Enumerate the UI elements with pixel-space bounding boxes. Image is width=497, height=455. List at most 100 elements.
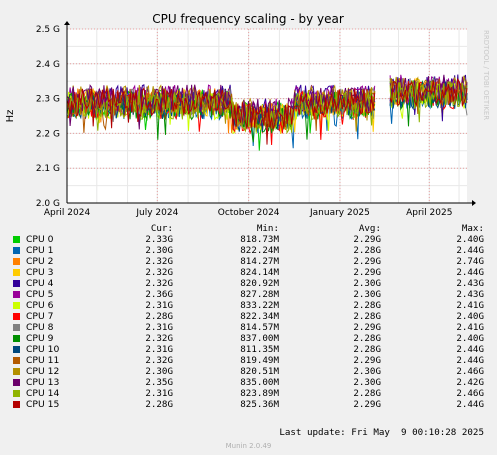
legend-series-name: CPU 5 — [26, 289, 54, 300]
legend-cur: 2.36G — [145, 289, 173, 300]
header-min: Min: — [256, 223, 279, 234]
legend-cur: 2.32G — [145, 355, 173, 366]
header-max: Max: — [461, 223, 484, 234]
legend-avg: 2.28G — [353, 333, 381, 344]
legend-cur: 2.31G — [145, 388, 173, 399]
legend-min: 820.92M — [240, 278, 279, 289]
y-tick-label: 2.3 G — [36, 95, 60, 105]
legend-row: CPU 3 2.32G 824.14M 2.29G 2.44G — [0, 267, 497, 278]
legend-max: 2.42G — [456, 377, 484, 388]
y-axis-label: Hz — [5, 110, 16, 123]
legend-avg: 2.29G — [353, 322, 381, 333]
legend-swatch — [13, 258, 20, 265]
legend-swatch — [13, 335, 20, 342]
legend-series-name: CPU 12 — [26, 366, 60, 377]
legend-cur: 2.32G — [145, 256, 173, 267]
legend-row: CPU 0 2.33G 818.73M 2.29G 2.40G — [0, 234, 497, 245]
legend-cur: 2.31G — [145, 344, 173, 355]
legend-row: CPU 8 2.31G 814.57M 2.29G 2.41G — [0, 322, 497, 333]
legend-series-name: CPU 4 — [26, 278, 54, 289]
legend-row: CPU 15 2.28G 825.36M 2.29G 2.44G — [0, 399, 497, 410]
legend-min: 820.51M — [240, 366, 279, 377]
legend-max: 2.40G — [456, 234, 484, 245]
legend-series-name: CPU 3 — [26, 267, 54, 278]
legend-avg: 2.29G — [353, 234, 381, 245]
legend-min: 833.22M — [240, 300, 279, 311]
legend-cur: 2.30G — [145, 366, 173, 377]
legend-min: 824.14M — [240, 267, 279, 278]
x-tick-label: October 2024 — [218, 208, 280, 218]
y-tick-label: 2.0 G — [36, 199, 60, 209]
x-tick-label: April 2025 — [406, 208, 452, 218]
legend-avg: 2.30G — [353, 377, 381, 388]
y-axis-arrow — [64, 21, 70, 25]
legend-cur: 2.30G — [145, 245, 173, 256]
legend-series-name: CPU 0 — [26, 234, 54, 245]
legend-max: 2.44G — [456, 399, 484, 410]
legend-swatch — [13, 357, 20, 364]
legend-min: 818.73M — [240, 234, 279, 245]
legend-min: 825.36M — [240, 399, 279, 410]
legend-cur: 2.33G — [145, 234, 173, 245]
legend-series-name: CPU 7 — [26, 311, 54, 322]
x-tick-label: April 2024 — [44, 208, 91, 218]
legend-min: 819.49M — [240, 355, 279, 366]
legend-max: 2.40G — [456, 311, 484, 322]
legend-max: 2.74G — [456, 256, 484, 267]
legend-series-name: CPU 8 — [26, 322, 54, 333]
legend-max: 2.41G — [456, 300, 484, 311]
legend-swatch — [13, 280, 20, 287]
legend-max: 2.46G — [456, 366, 484, 377]
legend-row: CPU 14 2.31G 823.89M 2.28G 2.46G — [0, 388, 497, 399]
legend-cur: 2.32G — [145, 333, 173, 344]
legend-min: 827.28M — [240, 289, 279, 300]
legend-cur: 2.32G — [145, 267, 173, 278]
legend-avg: 2.28G — [353, 311, 381, 322]
header-avg: Avg: — [358, 223, 381, 234]
legend-swatch — [13, 368, 20, 375]
legend-series-name: CPU 9 — [26, 333, 54, 344]
chart-title: CPU frequency scaling - by year — [152, 12, 344, 26]
legend-max: 2.41G — [456, 322, 484, 333]
munin-version: Munin 2.0.49 — [225, 442, 272, 450]
legend-row: CPU 6 2.31G 833.22M 2.28G 2.41G — [0, 300, 497, 311]
legend-swatch — [13, 390, 20, 397]
legend-max: 2.43G — [456, 289, 484, 300]
legend-avg: 2.29G — [353, 399, 381, 410]
legend-series-name: CPU 1 — [26, 245, 54, 256]
legend-max: 2.44G — [456, 267, 484, 278]
legend-avg: 2.30G — [353, 278, 381, 289]
x-tick-label: July 2024 — [135, 208, 178, 218]
legend-max: 2.44G — [456, 355, 484, 366]
legend-swatch — [13, 401, 20, 408]
legend-row: CPU 7 2.28G 822.34M 2.28G 2.40G — [0, 311, 497, 322]
legend-series-name: CPU 15 — [26, 399, 60, 410]
y-tick-label: 2.4 G — [36, 60, 60, 70]
legend-header: Cur: Min: Avg: Max: — [0, 223, 497, 234]
legend-series-name: CPU 10 — [26, 344, 60, 355]
series-line-cpu-15 — [66, 77, 468, 145]
legend-series-name: CPU 13 — [26, 377, 60, 388]
legend-max: 2.40G — [456, 333, 484, 344]
legend-row: CPU 9 2.32G 837.00M 2.28G 2.40G — [0, 333, 497, 344]
legend-max: 2.46G — [456, 388, 484, 399]
legend-swatch — [13, 247, 20, 254]
legend-min: 814.57M — [240, 322, 279, 333]
legend-swatch — [13, 346, 20, 353]
legend-min: 814.27M — [240, 256, 279, 267]
y-tick-label: 2.2 G — [36, 129, 60, 139]
legend-swatch — [13, 379, 20, 386]
legend-max: 2.44G — [456, 245, 484, 256]
legend-min: 837.00M — [240, 333, 279, 344]
legend-swatch — [13, 291, 20, 298]
legend-avg: 2.29G — [353, 355, 381, 366]
legend-avg: 2.29G — [353, 267, 381, 278]
legend-row: CPU 1 2.30G 822.24M 2.28G 2.44G — [0, 245, 497, 256]
x-tick-label: January 2025 — [309, 208, 370, 218]
header-cur: Cur: — [150, 223, 173, 234]
legend-row: CPU 12 2.30G 820.51M 2.30G 2.46G — [0, 366, 497, 377]
legend-cur: 2.31G — [145, 300, 173, 311]
legend-min: 823.89M — [240, 388, 279, 399]
legend-min: 811.35M — [240, 344, 279, 355]
